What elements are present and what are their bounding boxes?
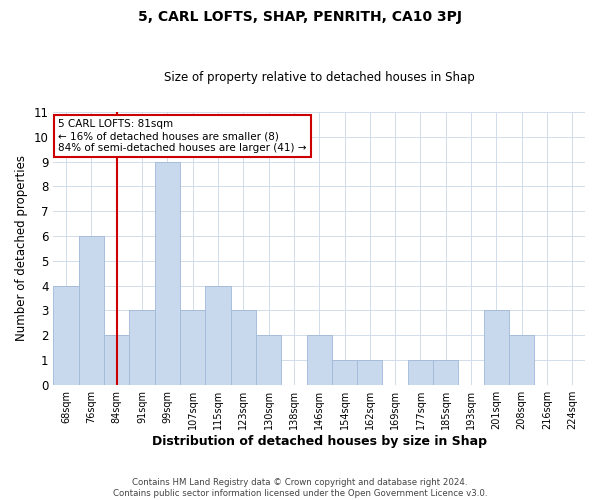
Bar	[155, 162, 180, 384]
Bar	[180, 310, 205, 384]
Bar	[332, 360, 357, 384]
Text: Contains HM Land Registry data © Crown copyright and database right 2024.
Contai: Contains HM Land Registry data © Crown c…	[113, 478, 487, 498]
Bar	[230, 310, 256, 384]
Y-axis label: Number of detached properties: Number of detached properties	[15, 156, 28, 342]
Bar	[79, 236, 104, 384]
Bar	[307, 335, 332, 384]
Bar	[433, 360, 458, 384]
X-axis label: Distribution of detached houses by size in Shap: Distribution of detached houses by size …	[152, 434, 487, 448]
Bar	[205, 286, 230, 384]
Bar	[104, 335, 130, 384]
Bar	[509, 335, 535, 384]
Bar	[53, 286, 79, 384]
Title: Size of property relative to detached houses in Shap: Size of property relative to detached ho…	[164, 72, 475, 85]
Bar	[484, 310, 509, 384]
Bar	[130, 310, 155, 384]
Bar	[256, 335, 281, 384]
Text: 5 CARL LOFTS: 81sqm
← 16% of detached houses are smaller (8)
84% of semi-detache: 5 CARL LOFTS: 81sqm ← 16% of detached ho…	[58, 120, 307, 152]
Text: 5, CARL LOFTS, SHAP, PENRITH, CA10 3PJ: 5, CARL LOFTS, SHAP, PENRITH, CA10 3PJ	[138, 10, 462, 24]
Bar	[408, 360, 433, 384]
Bar	[357, 360, 382, 384]
